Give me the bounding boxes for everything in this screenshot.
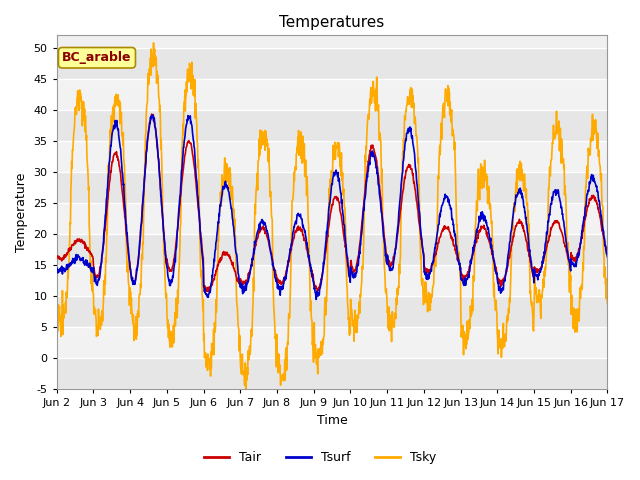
Bar bbox=[57, 141, 607, 172]
Tair bbox=[176, 204, 184, 210]
Tair bbox=[148, 111, 156, 117]
Bar bbox=[57, 48, 607, 79]
Tsurf bbox=[176, 198, 184, 204]
Bar bbox=[57, 234, 607, 265]
Bar bbox=[57, 358, 607, 389]
Y-axis label: Temperature: Temperature bbox=[15, 172, 28, 252]
Bar bbox=[57, 79, 607, 110]
Tair bbox=[237, 278, 245, 284]
Tair bbox=[53, 253, 61, 259]
Tsky bbox=[163, 290, 170, 296]
Line: Tsurf: Tsurf bbox=[57, 115, 607, 300]
Line: Tsky: Tsky bbox=[57, 43, 607, 389]
Tsky bbox=[604, 301, 611, 307]
Tsky bbox=[419, 282, 426, 288]
Tsurf bbox=[419, 243, 426, 249]
Tsurf bbox=[237, 285, 245, 291]
Tair bbox=[163, 259, 170, 264]
Tsky bbox=[150, 40, 157, 46]
Bar bbox=[57, 265, 607, 296]
Bar bbox=[57, 203, 607, 234]
Tsurf bbox=[604, 254, 611, 260]
Bar bbox=[57, 110, 607, 141]
Tair bbox=[204, 288, 212, 294]
Tsky bbox=[237, 371, 245, 377]
Title: Temperatures: Temperatures bbox=[280, 15, 385, 30]
Tsurf bbox=[163, 259, 170, 265]
Tsurf bbox=[539, 261, 547, 266]
Tair bbox=[539, 258, 547, 264]
Tair bbox=[419, 241, 426, 247]
Tair bbox=[604, 249, 611, 255]
Tsurf bbox=[148, 112, 156, 118]
Legend: Tair, Tsurf, Tsky: Tair, Tsurf, Tsky bbox=[198, 446, 442, 469]
Bar bbox=[57, 172, 607, 203]
Tsky bbox=[539, 288, 547, 293]
Tsurf bbox=[53, 266, 61, 272]
Line: Tair: Tair bbox=[57, 114, 607, 291]
Tsky bbox=[242, 386, 250, 392]
Tair bbox=[490, 259, 498, 265]
Tsky bbox=[53, 312, 61, 318]
Tsky bbox=[490, 280, 498, 286]
Tsurf bbox=[490, 258, 498, 264]
Bar bbox=[57, 296, 607, 327]
Text: BC_arable: BC_arable bbox=[62, 51, 132, 64]
X-axis label: Time: Time bbox=[317, 414, 348, 427]
Tsky bbox=[176, 252, 184, 258]
Tsurf bbox=[312, 297, 320, 302]
Bar bbox=[57, 327, 607, 358]
